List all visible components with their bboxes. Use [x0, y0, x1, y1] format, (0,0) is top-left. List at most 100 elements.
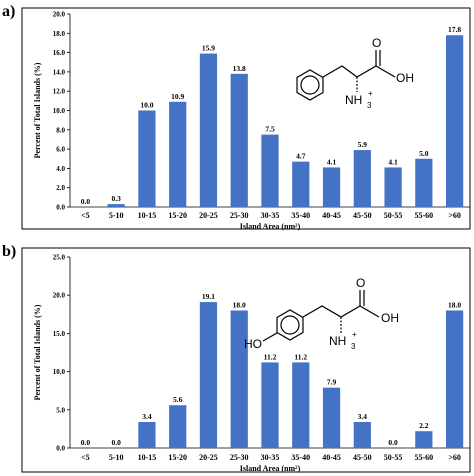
oxygen-label: O: [372, 36, 381, 50]
bar->60: [446, 35, 464, 208]
y-tick-label: 10.0: [53, 368, 66, 376]
bar-15-20: [169, 405, 187, 448]
bar-25-30: [230, 310, 248, 448]
y-tick-label: 5.0: [56, 406, 65, 414]
benzene-ring: [296, 69, 324, 101]
x-tick-label: <5: [81, 211, 90, 220]
x-tick-label: 5-10: [109, 211, 124, 220]
bar-25-30: [230, 73, 248, 207]
bar-40-45: [322, 387, 341, 448]
y-axis-title: Percent of Total Islands (%): [33, 304, 42, 400]
panel-label: a): [2, 3, 15, 20]
y-tick-label: 2.0: [56, 184, 65, 192]
hydroxyl-bond: [262, 332, 278, 342]
y-tick-label: 4.0: [56, 165, 65, 173]
x-tick-label: 30-35: [261, 453, 280, 462]
bar-15-20: [169, 101, 187, 207]
panel-frame: [21, 247, 471, 473]
x-tick-label: 25-30: [230, 211, 249, 220]
data-label: 11.2: [264, 352, 277, 361]
molecule-labels: HO O OH NH 3 +: [244, 276, 399, 351]
y-tick-label: 16.0: [53, 49, 66, 57]
bar-50-55: [384, 167, 402, 207]
molecule-structure-tyrosine: [262, 290, 380, 342]
data-label: 3.4: [142, 412, 152, 421]
bar-30-35: [261, 134, 279, 207]
panel-frame: [21, 7, 471, 230]
y-tick-label: 0.0: [56, 204, 65, 212]
bar-30-35: [261, 362, 279, 448]
data-label: 17.8: [448, 25, 461, 34]
x-tick-label: 35-40: [291, 453, 310, 462]
chart-panel-b: b) 0.0 5.0 10.0 15.0 20.0 25.0 0.0 <5 0.0 5-10 3.4 1…: [2, 243, 471, 473]
bar-45-50: [353, 150, 371, 207]
bar-45-50: [353, 422, 371, 448]
y-tick-label: 0.0: [56, 445, 65, 453]
y-tick-label: 6.0: [56, 146, 65, 154]
x-tick-label: 10-15: [138, 453, 157, 462]
bar-20-25: [199, 302, 218, 448]
data-label: 4.7: [296, 152, 306, 161]
data-label: 0.0: [388, 438, 398, 447]
benzene-ring: [276, 309, 304, 341]
y-tick-label: 20.0: [53, 292, 66, 300]
x-tick-label: 45-50: [353, 453, 372, 462]
data-label: 7.9: [327, 378, 337, 387]
bar-10-15: [138, 422, 156, 448]
x-tick-label: 30-35: [261, 211, 280, 220]
molecule-labels: O OH NH 3 +: [345, 36, 414, 110]
data-label: 3.4: [358, 412, 368, 421]
aromatic-circle: [280, 315, 300, 335]
bar-40-45: [322, 167, 341, 207]
x-tick-label: 40-45: [322, 453, 341, 462]
amine-charge: +: [368, 89, 373, 98]
oxygen-label: O: [356, 276, 365, 290]
data-label: 10.9: [171, 92, 184, 101]
x-tick-label: 15-20: [168, 453, 187, 462]
data-label: 4.1: [327, 157, 337, 166]
amine-label: NH: [345, 93, 362, 107]
x-tick-label: 15-20: [168, 211, 187, 220]
data-label: 7.5: [265, 125, 275, 134]
x-tick-label: 50-55: [384, 453, 403, 462]
x-tick-label: 50-55: [384, 211, 403, 220]
x-tick-label: 40-45: [322, 211, 341, 220]
data-label: 15.9: [202, 44, 215, 53]
data-label: 18.0: [233, 300, 246, 309]
y-tick-label: 25.0: [53, 254, 66, 262]
hydroxyl-label: OH: [381, 311, 399, 325]
x-tick-label: 10-15: [138, 211, 157, 220]
data-label: 13.8: [233, 64, 246, 73]
data-label: 5.9: [358, 140, 368, 149]
bar-55-60: [415, 158, 433, 207]
x-tick-label: 20-25: [199, 453, 218, 462]
data-label: 18.0: [448, 300, 461, 309]
data-label: 4.1: [388, 157, 398, 166]
x-tick-label: 5-10: [109, 453, 124, 462]
bar->60: [446, 310, 464, 448]
molecule-structure-phenylalanine: [296, 50, 396, 101]
x-tick-label: >60: [448, 453, 461, 462]
amine-subscript: 3: [367, 101, 372, 110]
data-label: 0.0: [111, 438, 121, 447]
bar-5-10: [107, 204, 125, 207]
bar-35-40: [292, 161, 310, 207]
bar-10-15: [138, 110, 156, 207]
chart-panel-a: a) 0.0 2.0 4.0 6.0 8.0 10.0 12.0 14.0 16.0 18.0 20.…: [2, 3, 471, 231]
aromatic-circle: [300, 75, 320, 95]
y-tick-label: 18.0: [53, 30, 66, 38]
data-label: 10.0: [140, 101, 153, 110]
y-tick-label: 20.0: [53, 11, 66, 19]
y-tick-label: 15.0: [53, 330, 66, 338]
y-tick-label: 14.0: [53, 68, 66, 76]
data-label: 0.0: [81, 197, 91, 206]
y-tick-label: 10.0: [53, 107, 66, 115]
data-label: 2.2: [419, 421, 429, 430]
amine-subscript: 3: [351, 342, 356, 351]
amine-label: NH: [329, 334, 346, 348]
y-tick-label: 12.0: [53, 88, 66, 96]
x-tick-label: 20-25: [199, 211, 218, 220]
data-label: 0.0: [81, 438, 91, 447]
bar-20-25: [199, 53, 218, 207]
